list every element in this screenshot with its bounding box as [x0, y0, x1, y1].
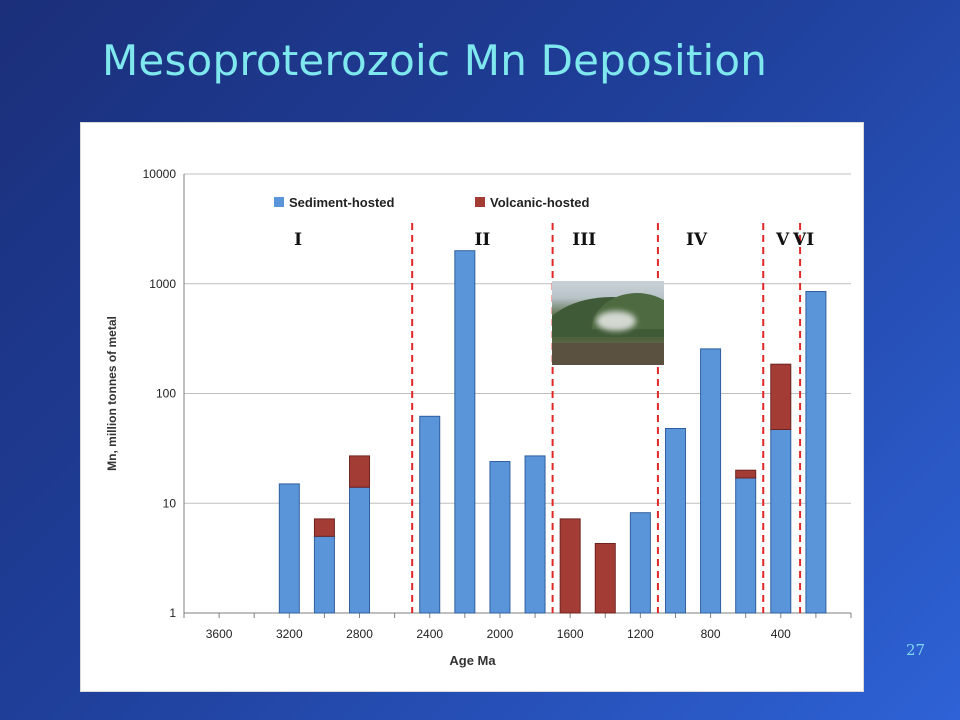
legend-label: Sediment-hosted — [289, 195, 395, 210]
y-tick-label: 10 — [163, 496, 177, 510]
bar-sediment-hosted — [419, 415, 441, 614]
period-label: III — [572, 230, 596, 250]
bar-volcanic-hosted — [770, 363, 792, 430]
legend-label: Volcanic-hosted — [490, 195, 590, 210]
x-axis-title: Age Ma — [449, 653, 496, 668]
bar-sediment-hosted — [664, 427, 686, 614]
bar-sediment-hosted — [629, 512, 651, 614]
y-tick-label: 100 — [156, 387, 176, 401]
x-tick-label: 2400 — [416, 627, 443, 641]
x-tick-label: 800 — [701, 627, 721, 641]
x-tick-label: 1600 — [557, 627, 584, 641]
period-label: I — [294, 230, 302, 250]
bar-sediment-hosted — [524, 455, 546, 614]
period-label: IV — [686, 230, 708, 250]
mn-deposition-chart: 1 10 100 1000 10000 3600 3200 2800 2400 2000 1600 1… — [105, 167, 852, 668]
y-tick-label: 1000 — [149, 277, 176, 291]
page-number: 27 — [906, 641, 926, 659]
x-tick-label: 2800 — [346, 627, 373, 641]
y-axis-title: Mn, million tonnes of metal — [105, 316, 119, 471]
bar-sediment-hosted — [278, 483, 300, 614]
bar-sediment-hosted — [349, 486, 371, 614]
bar-volcanic-hosted — [594, 542, 616, 614]
bar-sediment-hosted — [313, 535, 335, 614]
bar-sediment-hosted — [735, 477, 757, 614]
slide-title: Mesoproterozoic Mn Deposition — [102, 36, 768, 85]
y-tick-label: 1 — [169, 606, 176, 620]
legend-swatch — [475, 197, 485, 207]
x-tick-label: 400 — [771, 627, 791, 641]
x-tick-label: 3200 — [276, 627, 303, 641]
x-tick-label: 1200 — [627, 627, 654, 641]
bar-volcanic-hosted — [313, 518, 335, 537]
period-label: II — [474, 230, 490, 250]
y-tick-label: 10000 — [143, 167, 177, 181]
landscape-photo-icon — [552, 281, 664, 365]
bar-volcanic-hosted — [349, 455, 371, 488]
legend-swatch — [274, 197, 284, 207]
bar-sediment-hosted — [805, 290, 827, 614]
period-label: VI — [792, 230, 814, 250]
period-label: V — [775, 230, 790, 250]
bar-sediment-hosted — [700, 348, 722, 614]
chart-panel: 1 10 100 1000 10000 3600 3200 2800 2400 2000 1600 1… — [80, 122, 864, 692]
bar-sediment-hosted — [489, 461, 511, 614]
bar-volcanic-hosted — [735, 469, 757, 479]
bar-sediment-hosted — [770, 428, 792, 614]
bar-volcanic-hosted — [559, 518, 581, 614]
x-tick-label: 3600 — [206, 627, 233, 641]
x-tick-label: 2000 — [487, 627, 514, 641]
bar-sediment-hosted — [454, 250, 476, 614]
